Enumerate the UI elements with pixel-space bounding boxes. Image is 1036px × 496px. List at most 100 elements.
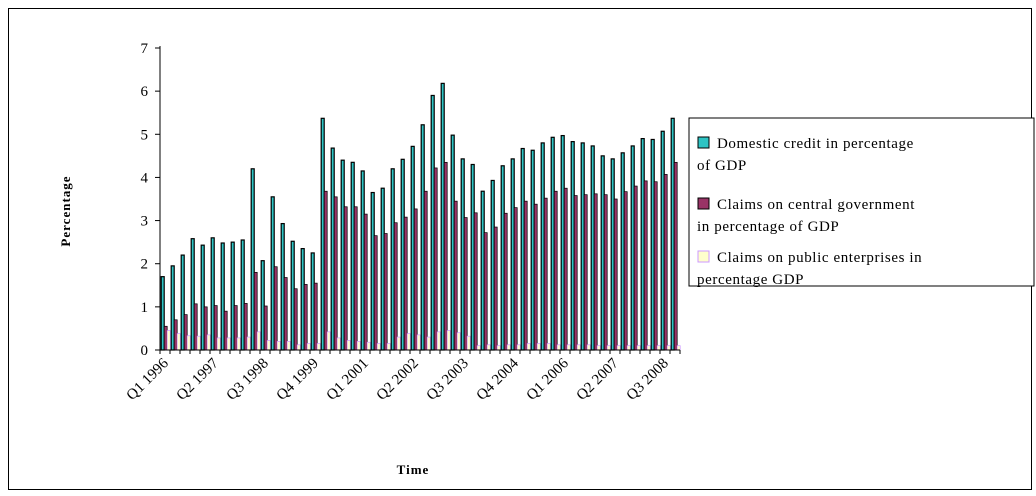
bar-public-enterprises [436,331,441,351]
bar-public-enterprises [546,343,551,351]
bar-domestic-credit [250,168,255,351]
bar-central-government [503,212,508,351]
bar-public-enterprises [496,345,501,351]
legend: Domestic credit in percentage of GDP Claim… [688,117,1035,288]
bar-central-government [553,190,558,351]
bar-public-enterprises [656,345,661,351]
y-tick-label: 0 [141,343,149,359]
bar-domestic-credit [510,158,515,351]
bar-central-government [513,207,518,351]
bar-central-government [163,325,168,351]
bar-domestic-credit [530,149,535,351]
bar-domestic-credit [410,145,415,351]
bar-public-enterprises [416,334,421,351]
bar-domestic-credit [340,159,345,351]
bar-public-enterprises [646,345,651,351]
bar-domestic-credit [330,147,335,351]
bar-domestic-credit [220,242,225,351]
bar-public-enterprises [596,345,601,351]
bar-central-government [313,282,318,351]
x-tick-label: Q3 2003 [424,356,472,404]
bar-public-enterprises [476,345,481,351]
bar-central-government [463,217,468,351]
bars-layer [160,82,681,351]
bar-central-government [243,303,248,351]
bar-public-enterprises [226,337,231,351]
x-axis-label: Time [397,462,430,477]
bar-domestic-credit [450,134,455,351]
x-tick-label: Q1 2006 [524,355,572,403]
bar-domestic-credit [460,158,465,351]
bar-public-enterprises [666,345,671,351]
x-tick-label: Q2 2002 [374,356,422,404]
bar-central-government [663,174,668,351]
legend-label: of GDP [697,158,747,174]
bar-public-enterprises [376,343,381,351]
bar-domestic-credit [540,142,545,351]
bar-central-government [253,271,258,351]
y-tick-label: 7 [141,41,149,57]
bar-public-enterprises [246,336,251,351]
bar-central-government [423,190,428,351]
bar-public-enterprises [616,345,621,351]
legend-label: Claims on central government [717,197,915,213]
bar-domestic-credit [200,244,205,351]
legend-box [688,117,1035,287]
bar-central-government [373,235,378,351]
bar-public-enterprises [586,344,591,351]
bar-central-government [333,196,338,351]
legend-label: Claims on public enterprises in [717,250,922,266]
bar-public-enterprises [626,345,631,351]
bar-central-government [283,277,288,351]
bar-domestic-credit [160,276,165,351]
bar-central-government [383,233,388,351]
bar-central-government [483,232,488,351]
bar-domestic-credit [180,254,185,351]
bar-domestic-credit [650,138,655,351]
legend-swatch [697,136,710,149]
bar-public-enterprises [346,340,351,351]
bar-central-government [633,185,638,351]
bar-domestic-credit [370,191,375,351]
bar-domestic-credit [500,165,505,351]
bar-domestic-credit [300,248,305,351]
bar-public-enterprises [176,333,181,351]
bar-domestic-credit [660,130,665,351]
bar-domestic-credit [620,152,625,351]
bar-public-enterprises [516,344,521,351]
bar-central-government [623,191,628,351]
bar-central-government [533,203,538,351]
bar-public-enterprises [556,344,561,351]
x-tick-label: Q1 1996 [124,355,172,403]
bar-central-government [353,206,358,351]
bar-public-enterprises [216,337,221,351]
bar-public-enterprises [366,341,371,351]
bar-central-government [273,266,278,351]
bar-domestic-credit [610,158,615,351]
bar-central-government [183,314,188,351]
bar-domestic-credit [230,241,235,351]
bar-public-enterprises [286,341,291,351]
bar-central-government [583,194,588,351]
bar-domestic-credit [670,117,675,351]
y-tick-label: 5 [141,127,149,143]
bar-domestic-credit [280,222,285,351]
bar-domestic-credit [360,170,365,351]
y-tick-label: 1 [141,300,149,316]
bar-central-government [173,319,178,351]
bar-public-enterprises [606,345,611,351]
bar-domestic-credit [420,124,425,351]
bar-public-enterprises [186,335,191,351]
bar-domestic-credit [380,187,385,351]
legend-label: in percentage of GDP [697,219,839,235]
bar-central-government [643,180,648,351]
x-tick-label: Q4 2004 [474,355,522,403]
bar-domestic-credit [190,238,195,351]
bar-domestic-credit [310,252,315,351]
x-tick-label: Q3 2008 [624,356,672,404]
bar-public-enterprises [576,344,581,351]
bar-central-government [203,306,208,351]
bar-central-government [393,222,398,351]
bar-central-government [613,198,618,351]
bar-central-government [433,167,438,351]
